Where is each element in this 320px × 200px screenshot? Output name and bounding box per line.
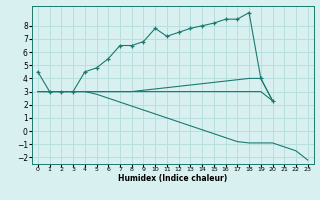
X-axis label: Humidex (Indice chaleur): Humidex (Indice chaleur) <box>118 174 228 183</box>
